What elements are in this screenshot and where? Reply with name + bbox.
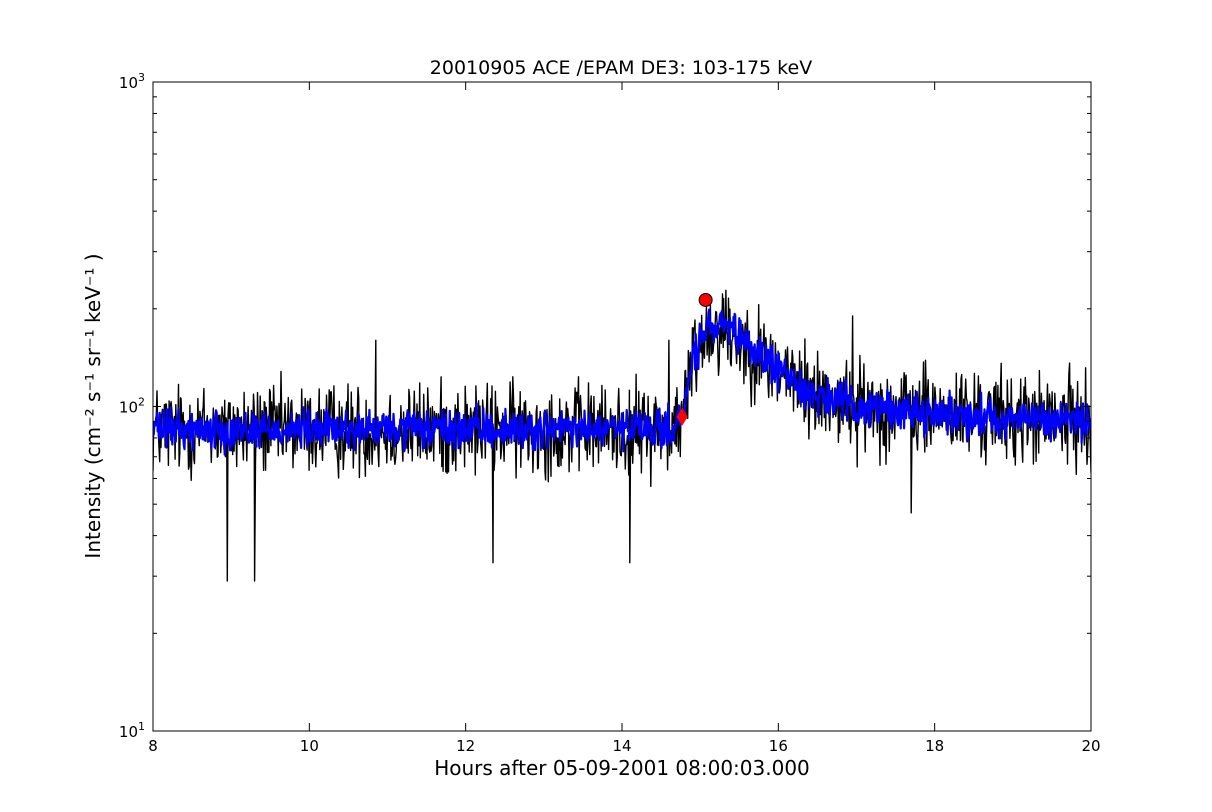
chart-title: 20010905 ACE /EPAM DE3: 103-175 keV [430,57,812,79]
peak-marker [698,292,713,307]
plot-area [153,289,1091,582]
x-tick-label: 20 [1081,737,1100,755]
y-tick-label: 102 [119,396,145,417]
x-tick-label: 14 [612,737,631,755]
x-axis-label: Hours after 05-09-2001 08:00:03.000 [434,756,810,780]
x-tick-label: 18 [925,737,944,755]
x-tick-label: 10 [300,737,319,755]
series-layer [153,289,1091,582]
x-tick-label: 16 [769,737,788,755]
x-tick-label: 8 [148,737,158,755]
y-tick-label: 101 [119,720,145,741]
y-axis: 101 102 103 [119,71,1091,741]
y-axis-label: Intensity (cm⁻² s⁻¹ sr⁻¹ keV⁻¹ ) [81,253,105,558]
x-tick-label: 12 [456,737,475,755]
series-line-blue [153,308,1091,456]
onset-marker [676,407,688,426]
x-axis: 8 10 12 14 16 18 20 [148,82,1101,755]
marker-layer [676,292,713,426]
y-tick-label: 103 [119,71,145,92]
